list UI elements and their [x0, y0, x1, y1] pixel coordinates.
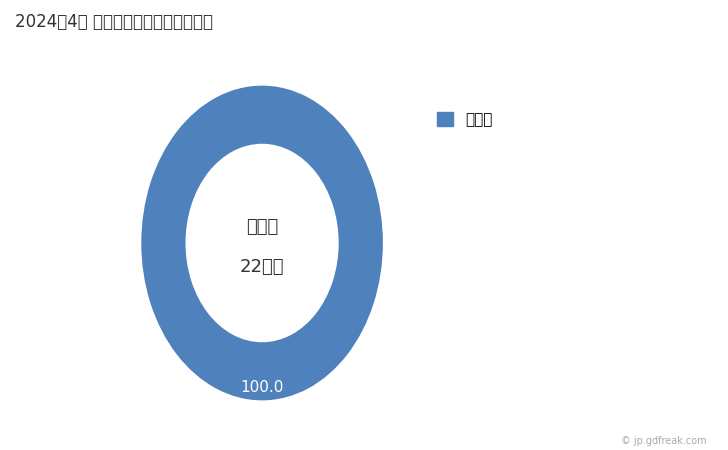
Text: 総　額: 総 額 — [246, 218, 278, 236]
Text: 2024年4月 輸出相手国のシェア（％）: 2024年4月 輸出相手国のシェア（％） — [15, 14, 213, 32]
Text: © jp.gdfreak.com: © jp.gdfreak.com — [620, 436, 706, 446]
Wedge shape — [141, 85, 384, 401]
Legend: ガーナ: ガーナ — [438, 112, 492, 127]
Text: 22万円: 22万円 — [240, 258, 285, 276]
Text: 100.0: 100.0 — [240, 380, 284, 395]
